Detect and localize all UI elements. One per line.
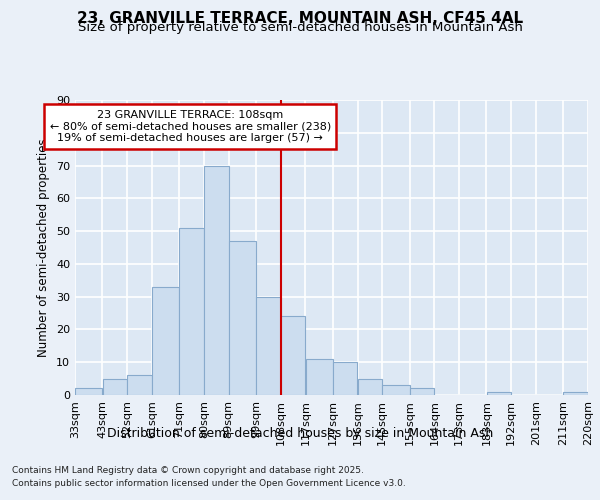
Bar: [410, 388, 434, 395]
Bar: [333, 362, 358, 395]
Bar: [281, 316, 305, 395]
Y-axis label: Number of semi-detached properties: Number of semi-detached properties: [37, 138, 50, 357]
Bar: [127, 376, 152, 395]
Text: Contains public sector information licensed under the Open Government Licence v3: Contains public sector information licen…: [12, 479, 406, 488]
Bar: [487, 392, 511, 395]
Bar: [103, 378, 127, 395]
Text: 23, GRANVILLE TERRACE, MOUNTAIN ASH, CF45 4AL: 23, GRANVILLE TERRACE, MOUNTAIN ASH, CF4…: [77, 11, 523, 26]
Text: Contains HM Land Registry data © Crown copyright and database right 2025.: Contains HM Land Registry data © Crown c…: [12, 466, 364, 475]
Bar: [382, 385, 410, 395]
Bar: [563, 392, 588, 395]
Bar: [75, 388, 102, 395]
Bar: [256, 296, 281, 395]
Bar: [229, 241, 256, 395]
Text: 23 GRANVILLE TERRACE: 108sqm
← 80% of semi-detached houses are smaller (238)
19%: 23 GRANVILLE TERRACE: 108sqm ← 80% of se…: [50, 110, 331, 143]
Text: Size of property relative to semi-detached houses in Mountain Ash: Size of property relative to semi-detach…: [77, 21, 523, 34]
Bar: [179, 228, 204, 395]
Bar: [204, 166, 229, 395]
Bar: [305, 359, 333, 395]
Bar: [152, 287, 179, 395]
Text: Distribution of semi-detached houses by size in Mountain Ash: Distribution of semi-detached houses by …: [107, 428, 493, 440]
Bar: [358, 378, 382, 395]
